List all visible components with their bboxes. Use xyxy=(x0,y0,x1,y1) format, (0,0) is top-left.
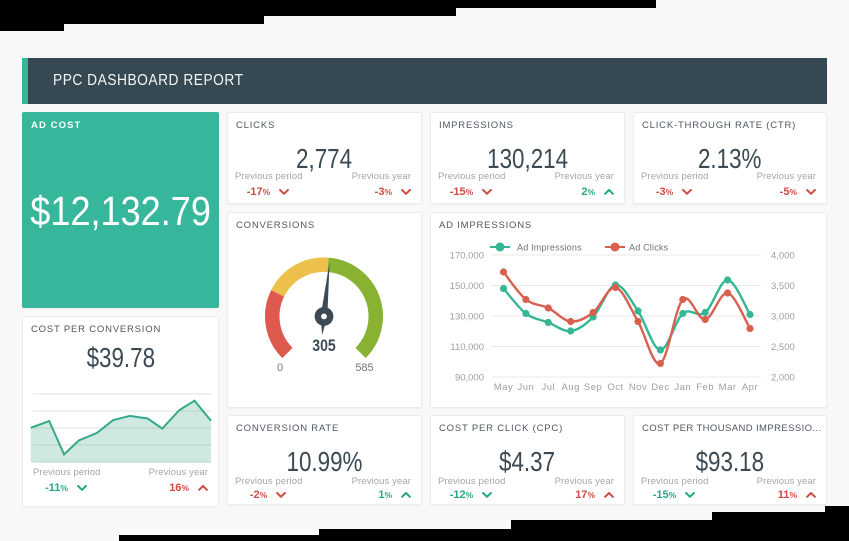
svg-text:Jan: Jan xyxy=(674,382,691,393)
svg-text:170,000: 170,000 xyxy=(450,251,484,262)
svg-text:4,000: 4,000 xyxy=(771,251,795,262)
svg-text:2,000: 2,000 xyxy=(771,373,795,384)
svg-text:305: 305 xyxy=(312,337,336,355)
svg-text:110,000: 110,000 xyxy=(450,342,484,353)
svg-text:130,000: 130,000 xyxy=(450,312,484,323)
svg-text:Jul: Jul xyxy=(541,382,555,393)
svg-text:Dec: Dec xyxy=(651,382,669,393)
svg-text:Apr: Apr xyxy=(742,382,758,393)
svg-text:3,500: 3,500 xyxy=(771,281,795,292)
svg-text:0: 0 xyxy=(277,362,283,374)
svg-text:Ad Clicks: Ad Clicks xyxy=(629,243,669,253)
svg-text:May: May xyxy=(494,382,513,393)
svg-text:Oct: Oct xyxy=(607,382,623,393)
svg-text:Mar: Mar xyxy=(719,382,737,393)
svg-text:Feb: Feb xyxy=(696,382,714,393)
svg-text:150,000: 150,000 xyxy=(450,281,484,292)
svg-text:Sep: Sep xyxy=(584,382,602,393)
svg-text:2,500: 2,500 xyxy=(771,342,795,353)
svg-text:90,000: 90,000 xyxy=(455,373,484,384)
svg-text:3,000: 3,000 xyxy=(771,312,795,323)
svg-text:Jun: Jun xyxy=(517,382,534,393)
svg-text:Nov: Nov xyxy=(629,382,647,393)
svg-text:585: 585 xyxy=(355,362,373,374)
svg-text:Aug: Aug xyxy=(561,382,579,393)
svg-text:Ad Impressions: Ad Impressions xyxy=(517,243,582,253)
